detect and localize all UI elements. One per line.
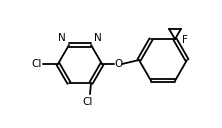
Text: O: O xyxy=(114,59,122,69)
Text: N: N xyxy=(58,33,66,43)
Text: F: F xyxy=(182,35,188,45)
Text: Cl: Cl xyxy=(83,97,93,107)
Text: N: N xyxy=(94,33,102,43)
Text: Cl: Cl xyxy=(32,59,42,69)
